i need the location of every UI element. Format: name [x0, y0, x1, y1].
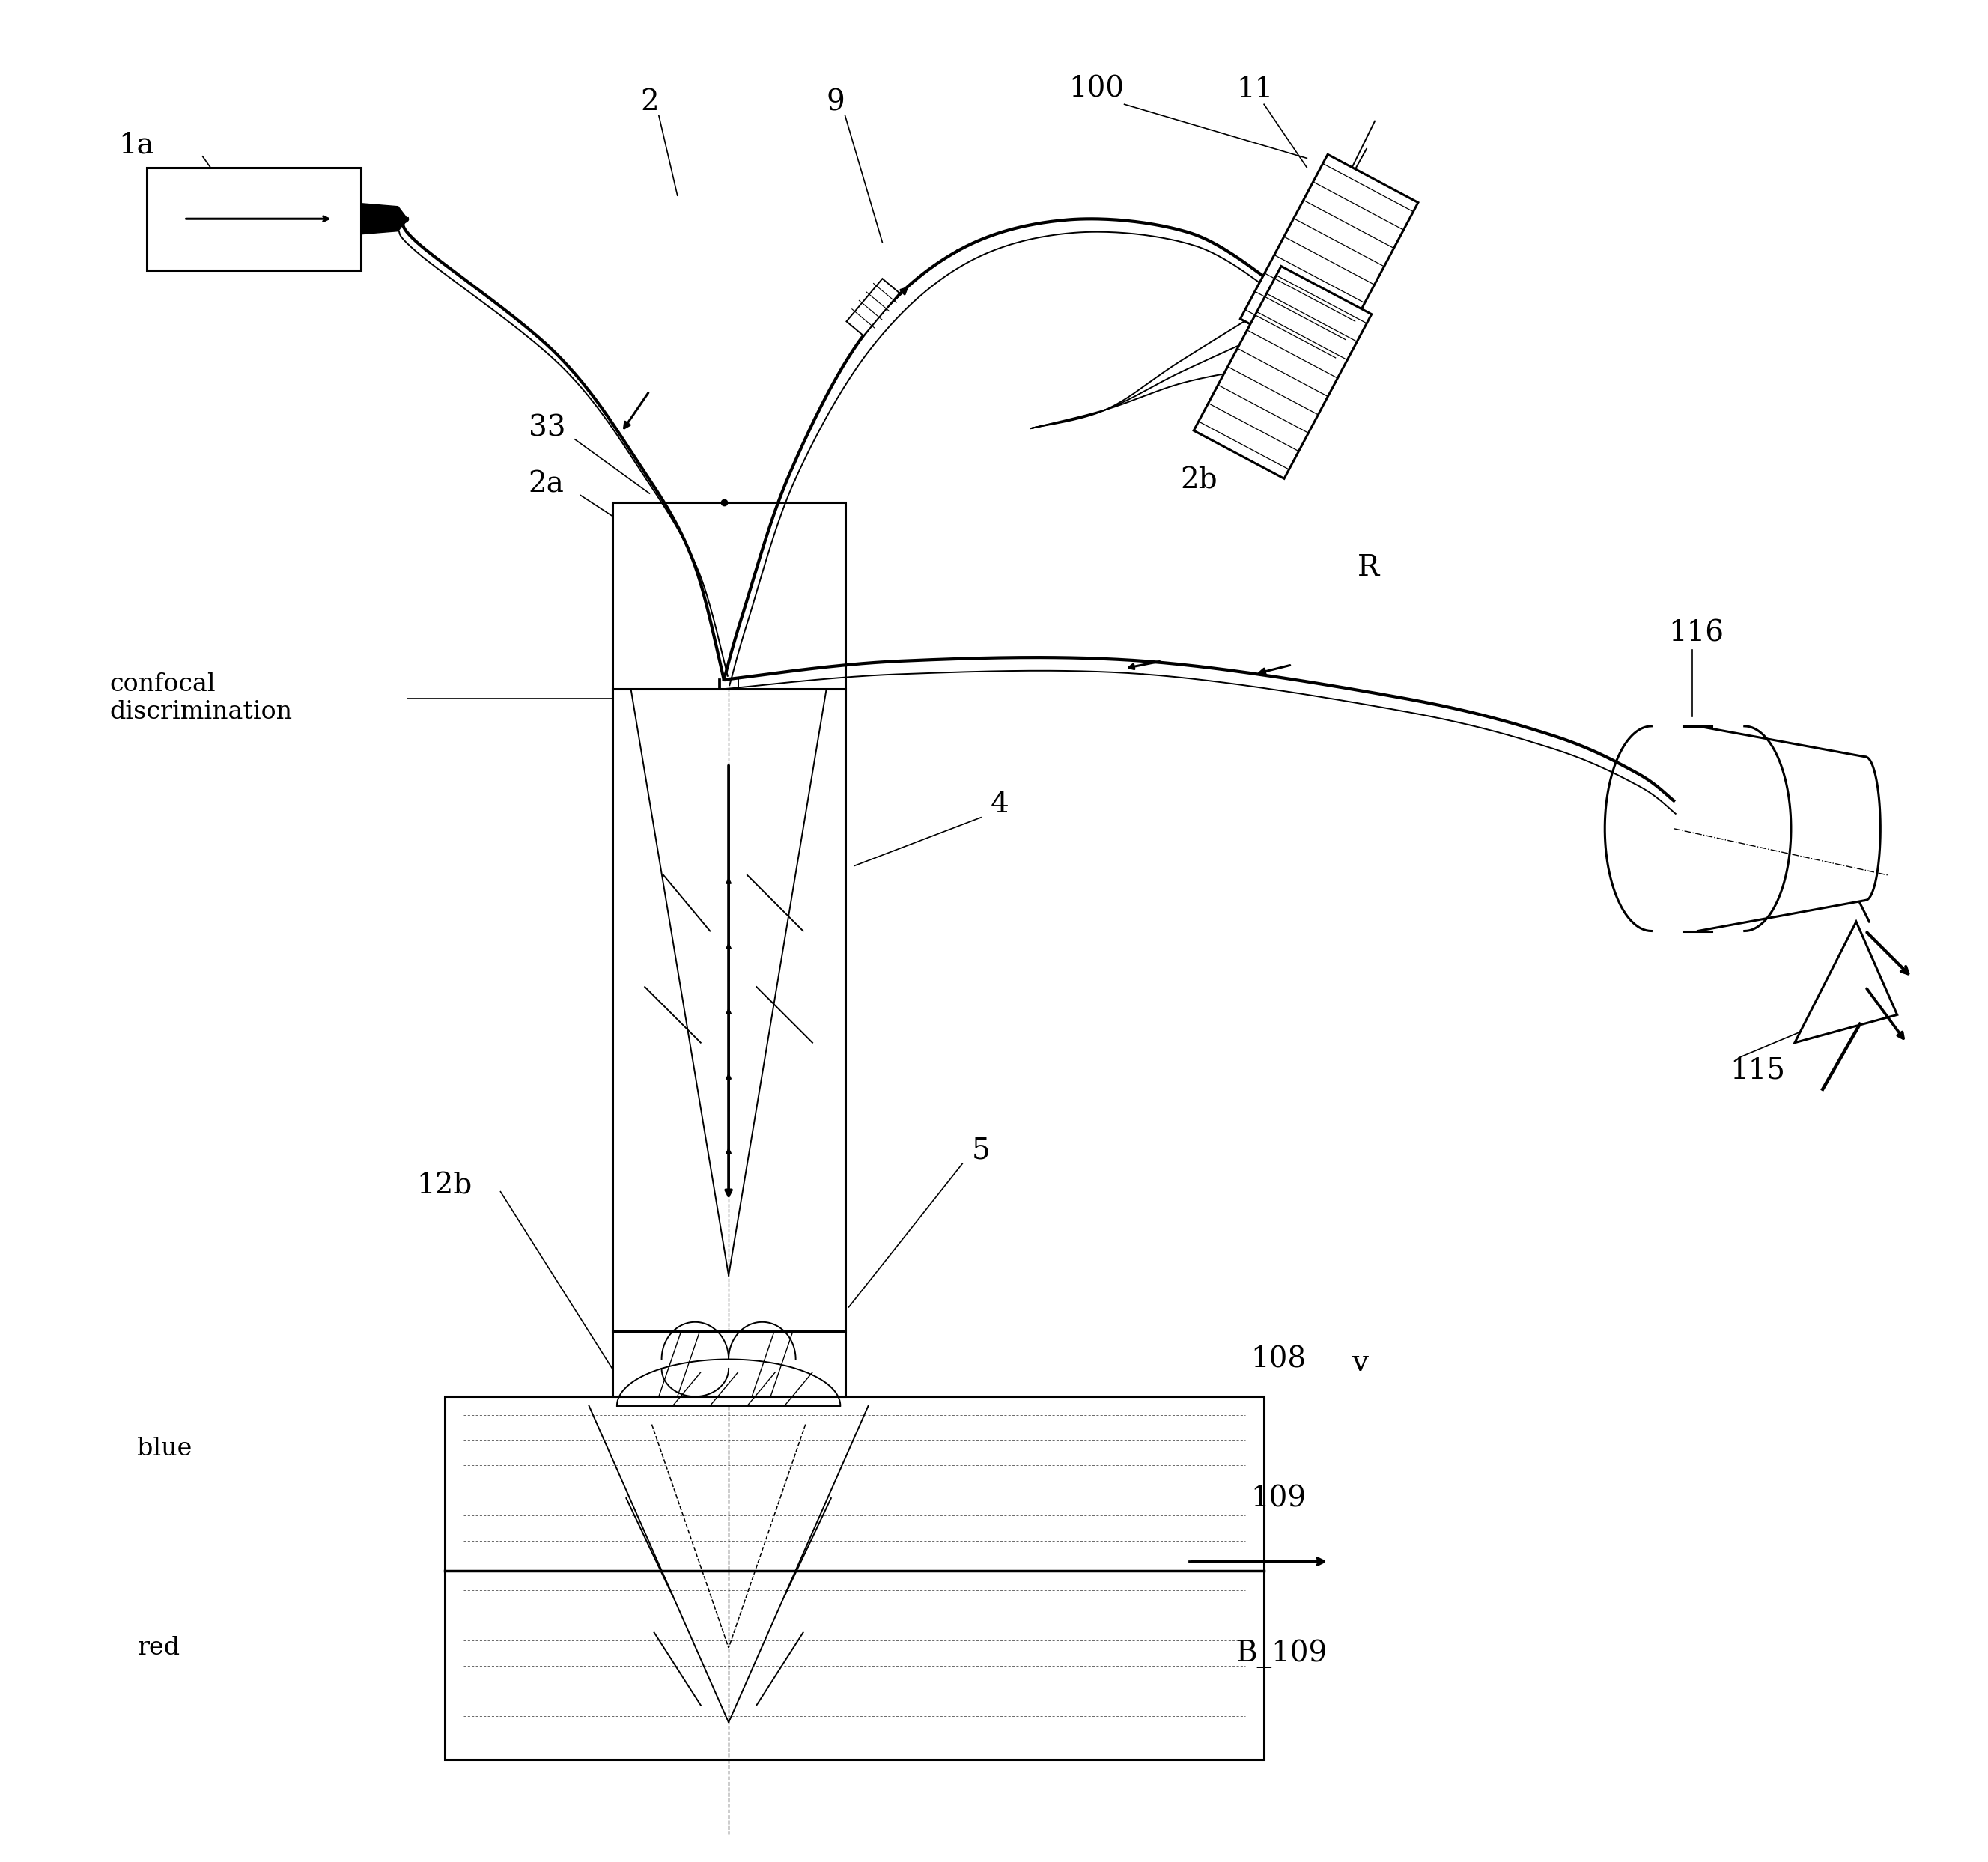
- Text: blue: blue: [137, 1437, 193, 1460]
- Text: 109: 109: [1250, 1486, 1306, 1512]
- Text: red: red: [137, 1637, 181, 1659]
- Text: 100: 100: [1070, 76, 1123, 102]
- Polygon shape: [1795, 922, 1897, 1043]
- Bar: [612, 1331, 845, 1396]
- Text: v: v: [1352, 1350, 1368, 1376]
- Text: 2a: 2a: [529, 471, 565, 497]
- Polygon shape: [616, 1359, 841, 1406]
- Text: 2b: 2b: [1181, 467, 1217, 493]
- Text: confocal
discrimination: confocal discrimination: [109, 672, 292, 724]
- Text: 12b: 12b: [417, 1173, 473, 1199]
- Polygon shape: [362, 203, 408, 235]
- Text: B_109: B_109: [1237, 1639, 1328, 1668]
- Text: 9: 9: [827, 89, 845, 115]
- Text: 2: 2: [640, 89, 658, 115]
- Text: 4: 4: [990, 791, 1008, 817]
- Text: 5: 5: [972, 1138, 990, 1164]
- Bar: [612, 689, 845, 1331]
- Bar: [147, 168, 362, 270]
- Text: 115: 115: [1730, 1058, 1785, 1084]
- Text: 11: 11: [1237, 76, 1272, 102]
- Bar: [612, 503, 845, 698]
- Bar: [1193, 266, 1372, 479]
- Bar: [445, 1396, 1264, 1760]
- Bar: [847, 279, 899, 335]
- Text: R: R: [1358, 555, 1380, 581]
- Text: 1a: 1a: [119, 132, 155, 158]
- Bar: [1241, 155, 1417, 367]
- Text: 108: 108: [1250, 1346, 1306, 1372]
- Text: 33: 33: [529, 415, 565, 441]
- Text: 116: 116: [1668, 620, 1724, 646]
